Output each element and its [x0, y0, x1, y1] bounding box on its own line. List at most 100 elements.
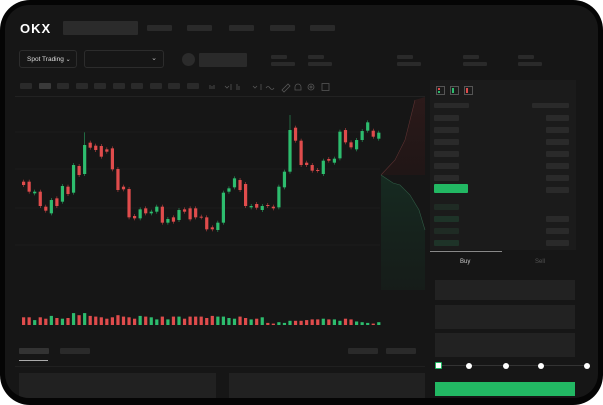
fullscreen-icon[interactable] — [321, 83, 330, 91]
volume-bar — [271, 323, 275, 325]
slider-mark-100[interactable] — [584, 363, 590, 369]
volume-bar — [121, 316, 126, 325]
chevron-down-icon[interactable] — [224, 85, 230, 89]
chevron-down-icon[interactable] — [252, 85, 258, 89]
candle — [83, 132, 87, 177]
timeframe-button[interactable] — [38, 83, 51, 89]
order-book-row[interactable] — [546, 115, 569, 121]
order-book-row[interactable] — [546, 163, 569, 169]
order-book-row[interactable] — [546, 139, 569, 145]
chart-tools — [209, 83, 330, 93]
candle-body — [88, 142, 92, 148]
filter-button[interactable] — [386, 348, 416, 354]
order-book-row[interactable] — [434, 163, 459, 169]
timeframe-button[interactable] — [112, 83, 125, 89]
order-book-row[interactable] — [546, 216, 569, 222]
timeframe-button[interactable] — [186, 83, 199, 89]
indicator-icon[interactable] — [236, 84, 240, 90]
column-header — [434, 103, 469, 108]
filter-button[interactable] — [348, 348, 378, 354]
camera-icon[interactable] — [294, 83, 302, 91]
order-book-row[interactable] — [434, 139, 459, 145]
nav-item[interactable] — [270, 25, 295, 31]
slider-mark-25[interactable] — [466, 363, 472, 369]
volume-bar — [266, 322, 270, 325]
candle — [182, 207, 187, 214]
both-sides-icon[interactable] — [436, 86, 445, 95]
order-book-row[interactable] — [434, 175, 459, 181]
candle-body — [105, 149, 109, 152]
tab-sell[interactable]: Sell — [535, 259, 546, 265]
nav-item[interactable] — [187, 25, 212, 31]
amount-input[interactable] — [435, 305, 575, 329]
slider-mark-75[interactable] — [538, 363, 544, 369]
percent-slider[interactable] — [437, 365, 589, 366]
candle — [343, 128, 348, 145]
candle-body — [310, 165, 314, 171]
candle-body — [271, 206, 275, 209]
tab-buy[interactable]: Buy — [460, 259, 471, 265]
timeframe-button[interactable] — [168, 83, 180, 89]
ruler-icon[interactable] — [281, 83, 291, 93]
candle — [277, 184, 281, 210]
candle-body — [188, 208, 192, 220]
timeframe-button[interactable] — [94, 83, 106, 89]
app-screen: OKX Spot Trading ⌄ ⌄ — [5, 5, 598, 398]
volume-bar — [105, 318, 109, 325]
order-book-row[interactable] — [434, 240, 459, 246]
settings-icon[interactable] — [307, 83, 315, 91]
spot-trading-dropdown[interactable]: Spot Trading ⌄ — [19, 50, 77, 68]
asks-only-icon[interactable] — [464, 86, 473, 95]
slider-handle[interactable] — [435, 362, 442, 369]
nav-item[interactable] — [310, 25, 335, 31]
order-book-row[interactable] — [434, 151, 459, 157]
candle — [188, 206, 192, 222]
order-book-row[interactable] — [546, 240, 569, 246]
order-book-row[interactable] — [546, 175, 569, 181]
bids-only-icon[interactable] — [450, 86, 459, 95]
nav-item[interactable] — [147, 25, 172, 31]
volume-bar — [44, 318, 48, 325]
timeframe-button[interactable] — [131, 83, 143, 89]
total-input[interactable] — [435, 333, 575, 357]
candle-body — [238, 180, 242, 191]
order-book-row[interactable] — [546, 228, 569, 234]
order-book-row[interactable] — [434, 204, 459, 210]
candle-body — [355, 140, 359, 150]
candle-body — [277, 186, 281, 208]
order-book-row[interactable] — [434, 115, 459, 121]
order-book-row[interactable] — [546, 187, 569, 193]
order-book-row[interactable] — [546, 127, 569, 133]
candle-body — [27, 181, 31, 192]
candle — [244, 182, 248, 209]
candle — [55, 196, 59, 209]
timeframe-button[interactable] — [75, 83, 88, 89]
search-input[interactable] — [63, 21, 138, 35]
buy-button[interactable] — [435, 382, 575, 396]
order-book-row[interactable] — [434, 228, 459, 234]
timeframe-button[interactable] — [57, 83, 69, 89]
candle-body — [133, 216, 137, 219]
timeframe-button[interactable] — [20, 83, 32, 89]
stat-label — [271, 55, 287, 59]
order-book-row[interactable] — [434, 127, 459, 133]
timeframe-button[interactable] — [149, 83, 162, 89]
okx-logo: OKX — [20, 21, 52, 36]
price-chart[interactable] — [5, 5, 598, 335]
line-icon[interactable] — [265, 86, 275, 90]
volume-bar — [55, 318, 59, 325]
tab-open-orders[interactable] — [19, 348, 49, 354]
price-input[interactable] — [435, 280, 575, 300]
order-book-row[interactable] — [434, 216, 459, 222]
candle-type-icon[interactable] — [209, 85, 215, 89]
pair-dropdown[interactable]: ⌄ — [84, 50, 164, 68]
volume-bar — [188, 316, 192, 325]
tab-order-history[interactable] — [60, 348, 90, 354]
candle-body — [377, 132, 381, 139]
candle-body — [266, 205, 270, 207]
slider-mark-50[interactable] — [503, 363, 509, 369]
order-book-row[interactable] — [546, 151, 569, 157]
candle — [355, 138, 359, 152]
nav-item[interactable] — [229, 25, 254, 31]
